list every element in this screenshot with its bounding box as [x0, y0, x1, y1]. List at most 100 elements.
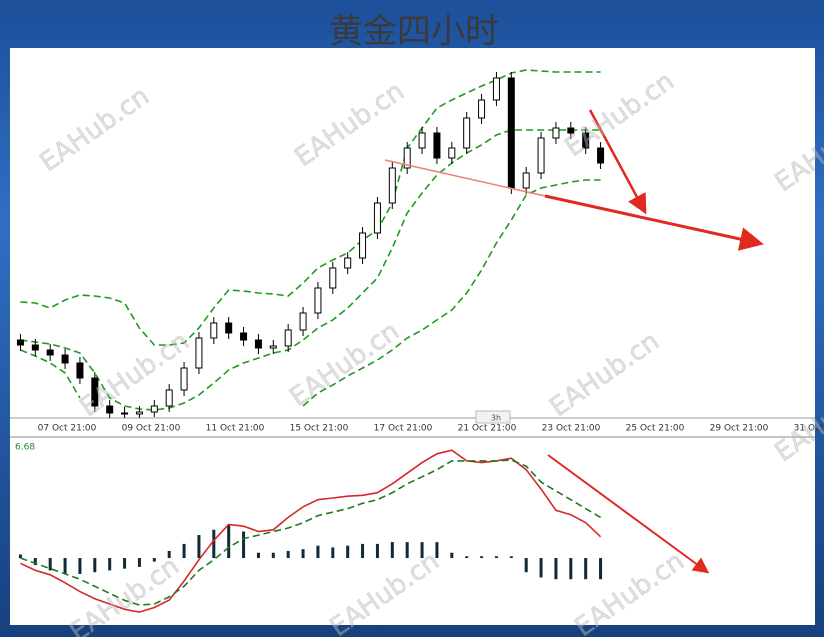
x-tick-label: 23 Oct 21:00	[542, 424, 601, 434]
candle-body	[344, 257, 352, 269]
candle-body	[522, 172, 530, 189]
histogram-bar	[405, 542, 409, 559]
x-tick-label: 21 Oct 21:00	[458, 424, 517, 434]
x-tick-label: 09 Oct 21:00	[122, 424, 181, 434]
x-tick-label: 29 Oct 21:00	[710, 424, 769, 434]
histogram-bar	[227, 524, 231, 559]
histogram-bar	[286, 550, 290, 559]
candle-body	[388, 167, 396, 204]
candle-body	[210, 322, 218, 339]
candle-body	[299, 312, 307, 331]
histogram-bar	[465, 556, 469, 559]
x-tick-label: 25 Oct 21:00	[626, 424, 685, 434]
bollinger-band	[20, 349, 81, 399]
bollinger-band	[302, 179, 601, 407]
histogram-bar	[63, 558, 67, 574]
candle-body	[537, 137, 545, 174]
histogram-bar	[554, 558, 558, 580]
chart-panel	[10, 48, 815, 625]
histogram-bar	[509, 556, 513, 559]
candle-body	[225, 322, 233, 334]
trend-arrow	[544, 194, 764, 251]
histogram-bar	[167, 550, 171, 559]
histogram-bar	[599, 558, 603, 580]
candle-body	[76, 362, 84, 379]
histogram-bar	[494, 556, 498, 559]
histogram-bar	[256, 552, 260, 559]
histogram-bar	[539, 558, 543, 578]
histogram-bar	[361, 543, 365, 559]
histogram-bar	[137, 558, 141, 567]
candle-body	[433, 132, 441, 159]
histogram-bar	[480, 556, 484, 559]
page-title: 黄金四小时	[329, 12, 499, 52]
histogram-bar	[420, 542, 424, 559]
histogram-bar	[346, 545, 350, 559]
candle-body	[478, 99, 486, 119]
trend-arrow	[588, 109, 647, 215]
histogram-bar	[271, 552, 275, 559]
histogram-bar	[450, 552, 454, 559]
candle-body	[418, 132, 426, 149]
histogram-bar	[33, 558, 37, 566]
x-tick-label: 31 Oct 21:00	[794, 424, 824, 434]
histogram-bar	[18, 554, 22, 559]
candle-body	[329, 267, 337, 289]
histogram-bar	[78, 558, 82, 574]
time-axis-labels: 07 Oct 21:00 09 Oct 21:00 11 Oct 21:00 15 O…	[38, 424, 824, 434]
histogram-bar	[152, 558, 156, 562]
histogram-bar	[331, 547, 335, 559]
candle-body	[16, 339, 24, 346]
candle-body	[46, 349, 54, 356]
histogram-bar	[390, 542, 394, 559]
histogram-bar	[524, 558, 528, 573]
candle-body	[121, 412, 129, 415]
x-tick-label: 17 Oct 21:00	[374, 424, 433, 434]
candle-body	[463, 117, 471, 149]
candle-body	[240, 332, 248, 341]
candle-body	[61, 354, 69, 364]
candle-body	[359, 232, 367, 259]
macd-line	[20, 459, 602, 606]
candle-body	[373, 202, 381, 234]
macd-line	[20, 449, 602, 613]
histogram-bar	[435, 542, 439, 559]
trend-arrow	[547, 454, 710, 574]
bollinger-band	[20, 69, 601, 346]
candle-body	[284, 329, 292, 347]
candle-body	[150, 405, 158, 413]
candle-body	[135, 411, 143, 415]
annotations: 3h	[384, 109, 764, 574]
trend-line	[384, 159, 546, 197]
histogram-bar	[375, 543, 379, 559]
x-tick-label: 07 Oct 21:00	[38, 424, 97, 434]
histogram-bar	[197, 535, 201, 559]
histogram-bar	[108, 558, 112, 571]
candle-body	[269, 345, 277, 349]
histogram-bar	[93, 558, 97, 573]
x-tick-label: 15 Oct 21:00	[290, 424, 349, 434]
candle-body	[254, 339, 262, 349]
histogram-bar	[212, 529, 216, 559]
candle-body	[31, 344, 39, 351]
histogram-bar	[569, 558, 573, 580]
candle-body	[195, 337, 203, 369]
candle-body	[507, 77, 515, 189]
candle-body	[552, 127, 560, 139]
badge	[475, 410, 511, 424]
candle-body	[91, 377, 99, 407]
candle-body	[314, 287, 322, 314]
histogram-bar	[316, 545, 320, 559]
histogram-bar	[48, 558, 52, 571]
y-tick-label: 6.68	[15, 443, 35, 453]
histogram-bar	[123, 558, 127, 569]
candle-body	[582, 132, 590, 149]
candle-body	[403, 147, 411, 169]
candle-body	[165, 389, 173, 407]
histogram-bar	[242, 531, 246, 559]
candle-body	[448, 147, 456, 159]
candle-body	[492, 77, 500, 101]
bollinger-band	[20, 129, 601, 411]
candle-body	[597, 147, 605, 164]
